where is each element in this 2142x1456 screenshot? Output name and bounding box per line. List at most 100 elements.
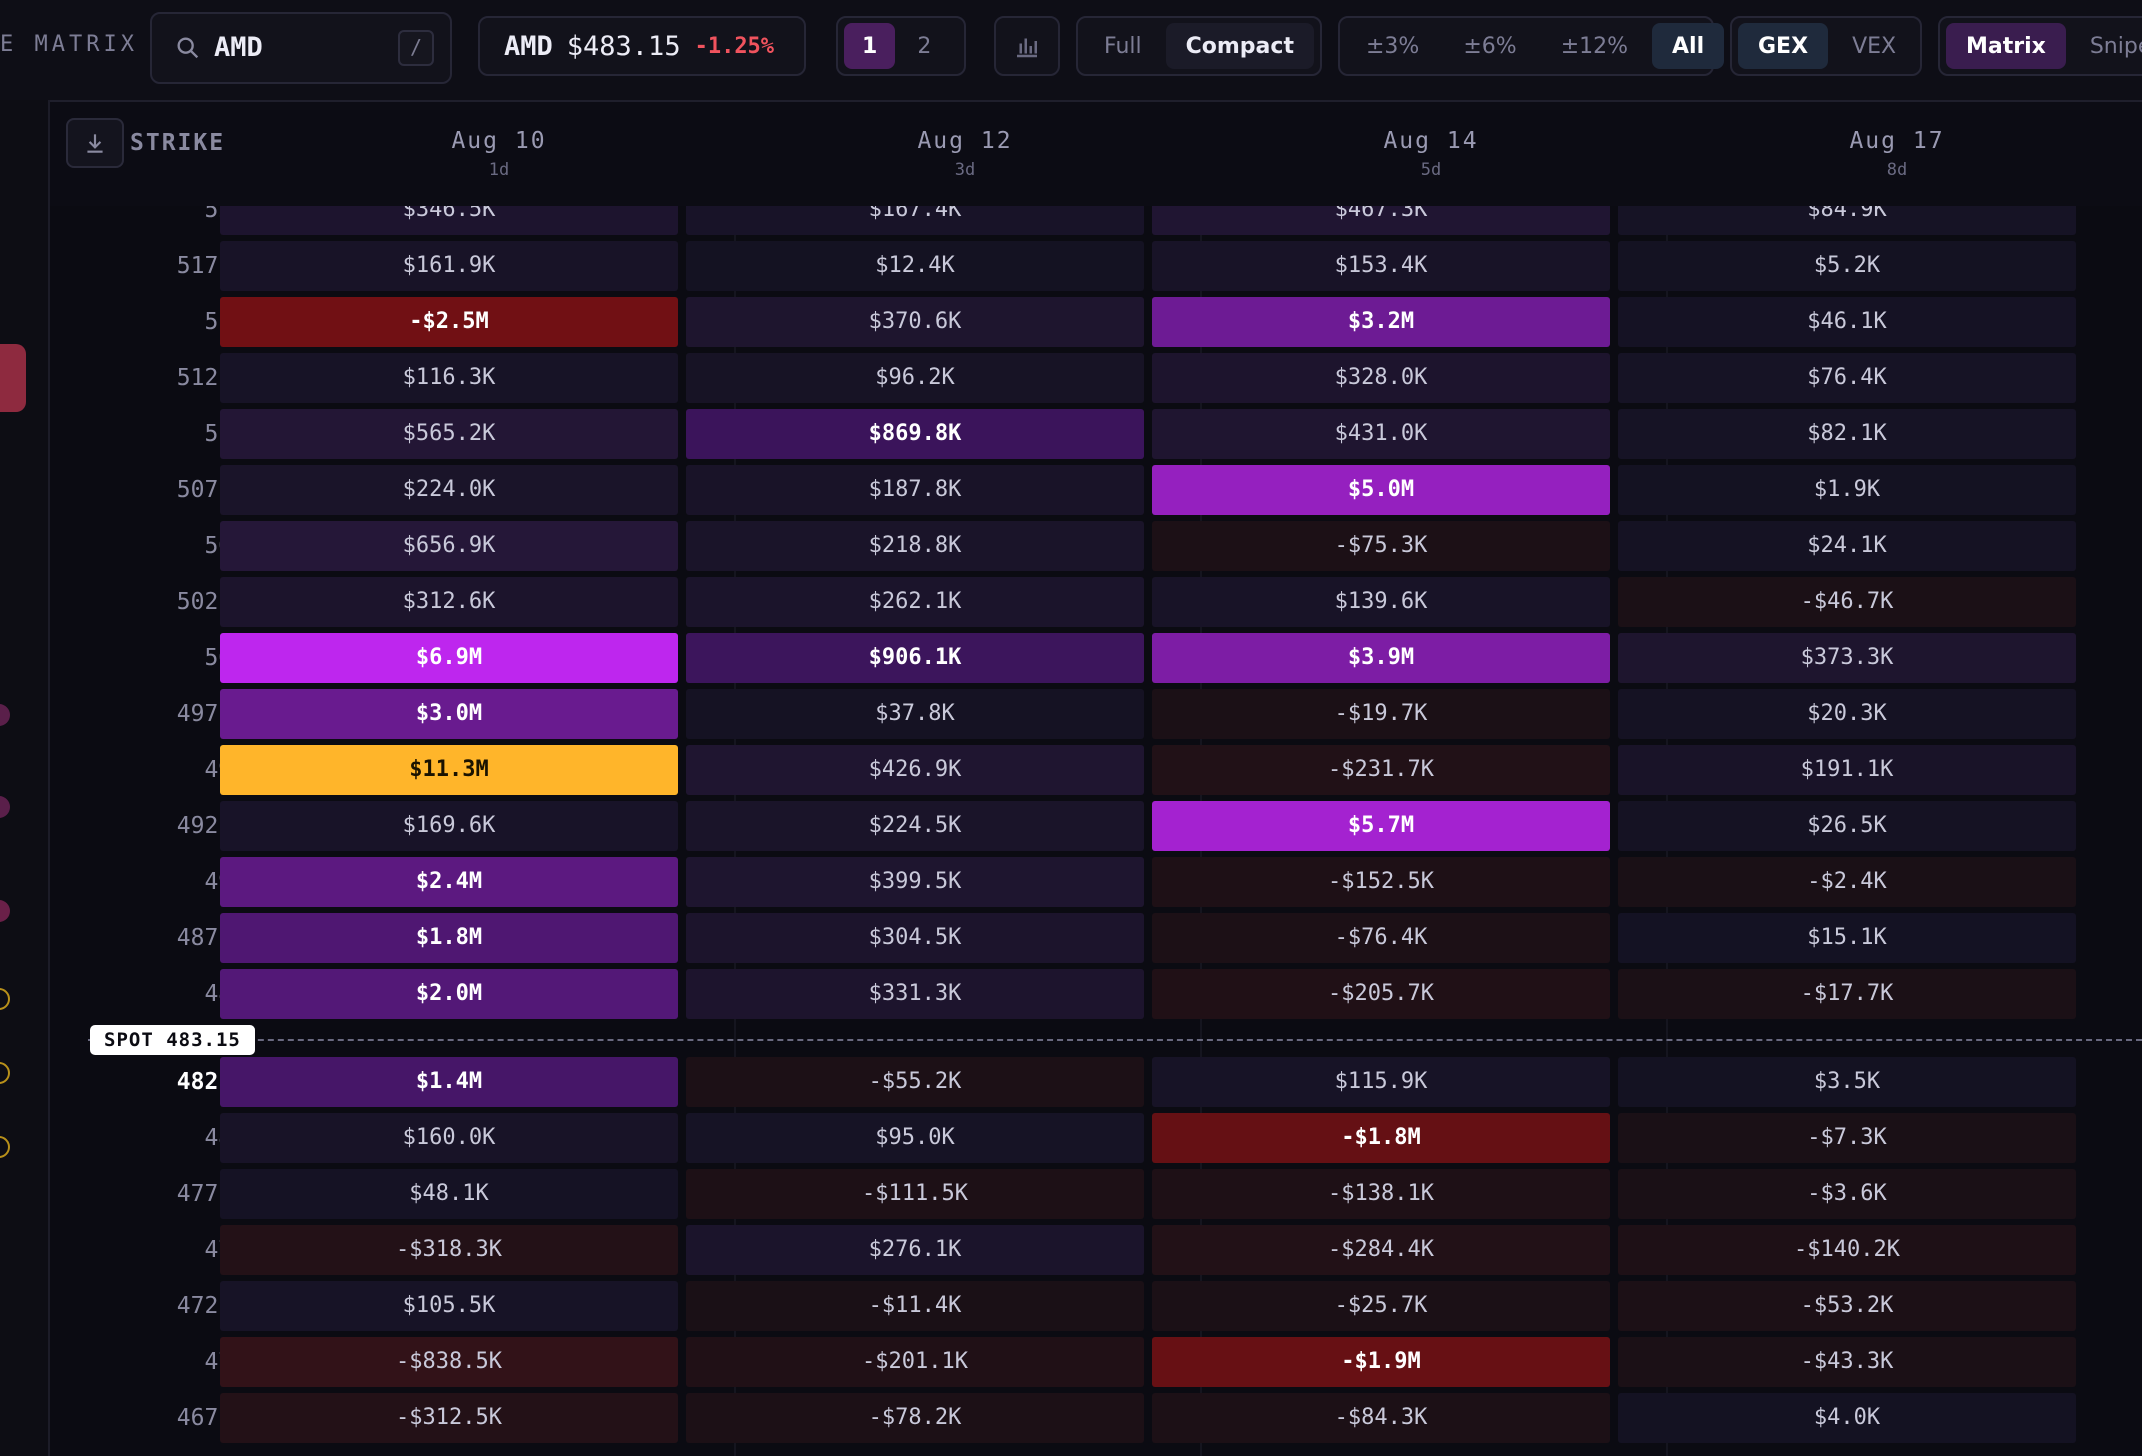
exposure-cell[interactable]: $328.0K xyxy=(1152,353,1610,403)
exposure-cell[interactable]: -$140.2K xyxy=(1618,1225,2076,1275)
exposure-cell[interactable]: $187.8K xyxy=(686,465,1144,515)
exposure-cell[interactable]: $169.6K xyxy=(220,801,678,851)
exposure-cell[interactable]: -$3.6K xyxy=(1618,1169,2076,1219)
exposure-cell[interactable]: $11.3M xyxy=(220,745,678,795)
exposure-cell[interactable]: $5.0M xyxy=(1152,465,1610,515)
vex-button[interactable]: VEX xyxy=(1852,33,1897,59)
exposure-cell[interactable]: $431.0K xyxy=(1152,409,1610,459)
exposure-cell[interactable]: $20.3K xyxy=(1618,689,2076,739)
exposure-cell[interactable]: $191.1K xyxy=(1618,745,2076,795)
rail-active-tab[interactable] xyxy=(0,344,26,412)
exposure-cell[interactable]: $312.6K xyxy=(220,577,678,627)
full-density-button[interactable]: Full xyxy=(1104,33,1142,59)
exposure-cell[interactable]: $24.1K xyxy=(1618,521,2076,571)
exposure-cell[interactable]: $1.9K xyxy=(1618,465,2076,515)
exposure-cell[interactable]: $224.5K xyxy=(686,801,1144,851)
exposure-cell[interactable]: $262.1K xyxy=(686,577,1144,627)
expiry-header[interactable]: Aug 14 5d xyxy=(1200,128,1662,180)
expiry-header[interactable]: Aug 17 8d xyxy=(1666,128,2128,180)
exposure-cell[interactable]: -$55.2K xyxy=(686,1057,1144,1107)
exposure-cell[interactable]: -$838.5K xyxy=(220,1337,678,1387)
exposure-cell[interactable]: $3.5K xyxy=(1618,1057,2076,1107)
compact-density-button[interactable]: Compact xyxy=(1165,23,1314,69)
exposure-cell[interactable]: -$76.4K xyxy=(1152,913,1610,963)
exposure-cell[interactable]: $4.0K xyxy=(1618,1393,2076,1443)
chart-toggle-button[interactable] xyxy=(994,16,1060,76)
exposure-cell[interactable]: -$201.1K xyxy=(686,1337,1144,1387)
exposure-cell[interactable]: $373.3K xyxy=(1618,633,2076,683)
exposure-cell[interactable]: $331.3K xyxy=(686,969,1144,1019)
exposure-cell[interactable]: $3.0M xyxy=(220,689,678,739)
gex-button[interactable]: GEX xyxy=(1738,23,1829,69)
exposure-cell[interactable]: -$111.5K xyxy=(686,1169,1144,1219)
exposure-cell[interactable]: -$205.7K xyxy=(1152,969,1610,1019)
exposure-cell[interactable]: -$312.5K xyxy=(220,1393,678,1443)
exposure-cell[interactable]: $1.4M xyxy=(220,1057,678,1107)
exposure-cell[interactable]: $3.9M xyxy=(1152,633,1610,683)
range-all-button[interactable]: All xyxy=(1652,23,1725,69)
exposure-cell[interactable]: $1.8M xyxy=(220,913,678,963)
exposure-cell[interactable]: $6.9M xyxy=(220,633,678,683)
expiry-header[interactable]: Aug 10 1d xyxy=(268,128,730,180)
download-button[interactable] xyxy=(66,118,124,168)
exposure-cell[interactable]: $656.9K xyxy=(220,521,678,571)
exposure-cell[interactable]: -$318.3K xyxy=(220,1225,678,1275)
exposure-cell[interactable]: $3.2M xyxy=(1152,297,1610,347)
exposure-cell[interactable]: -$152.5K xyxy=(1152,857,1610,907)
exposure-cell[interactable]: $224.0K xyxy=(220,465,678,515)
exposure-cell[interactable]: -$7.3K xyxy=(1618,1113,2076,1163)
range-3-button[interactable]: ±3% xyxy=(1366,33,1420,59)
exposure-cell[interactable]: -$46.7K xyxy=(1618,577,2076,627)
exposure-cell[interactable]: -$75.3K xyxy=(1152,521,1610,571)
exposure-cell[interactable]: $218.8K xyxy=(686,521,1144,571)
exposure-cell[interactable]: $12.4K xyxy=(686,241,1144,291)
exposure-cell[interactable]: -$138.1K xyxy=(1152,1169,1610,1219)
exposure-cell[interactable]: $48.1K xyxy=(220,1169,678,1219)
exposure-cell[interactable]: $426.9K xyxy=(686,745,1144,795)
exposure-cell[interactable]: $160.0K xyxy=(220,1113,678,1163)
exposure-cell[interactable]: -$1.9M xyxy=(1152,1337,1610,1387)
exposure-cell[interactable]: -$43.3K xyxy=(1618,1337,2076,1387)
exposure-cell[interactable]: $105.5K xyxy=(220,1281,678,1331)
exposure-cell[interactable]: $370.6K xyxy=(686,297,1144,347)
slot-1-button[interactable]: 1 xyxy=(844,23,896,69)
slot-2-button[interactable]: 2 xyxy=(917,33,932,59)
exposure-cell[interactable]: $37.8K xyxy=(686,689,1144,739)
snipe-view-button[interactable]: Snipe xyxy=(2089,33,2142,59)
exposure-cell[interactable]: -$78.2K xyxy=(686,1393,1144,1443)
exposure-cell[interactable]: -$2.4K xyxy=(1618,857,2076,907)
exposure-cell[interactable]: $5.2K xyxy=(1618,241,2076,291)
exposure-cell[interactable]: $869.8K xyxy=(686,409,1144,459)
exposure-cell[interactable]: -$11.4K xyxy=(686,1281,1144,1331)
exposure-cell[interactable]: $399.5K xyxy=(686,857,1144,907)
exposure-cell[interactable]: -$19.7K xyxy=(1152,689,1610,739)
exposure-cell[interactable]: $304.5K xyxy=(686,913,1144,963)
exposure-cell[interactable]: -$2.5M xyxy=(220,297,678,347)
exposure-cell[interactable]: $26.5K xyxy=(1618,801,2076,851)
exposure-cell[interactable]: $115.9K xyxy=(1152,1057,1610,1107)
exposure-cell[interactable]: $565.2K xyxy=(220,409,678,459)
exposure-cell[interactable]: $2.0M xyxy=(220,969,678,1019)
exposure-cell[interactable]: $161.9K xyxy=(220,241,678,291)
exposure-cell[interactable]: $5.7M xyxy=(1152,801,1610,851)
exposure-cell[interactable]: $153.4K xyxy=(1152,241,1610,291)
exposure-cell[interactable]: $76.4K xyxy=(1618,353,2076,403)
exposure-cell[interactable]: -$53.2K xyxy=(1618,1281,2076,1331)
exposure-cell[interactable]: -$17.7K xyxy=(1618,969,2076,1019)
exposure-cell[interactable]: $116.3K xyxy=(220,353,678,403)
range-12-button[interactable]: ±12% xyxy=(1560,33,1629,59)
exposure-cell[interactable]: $46.1K xyxy=(1618,297,2076,347)
exposure-cell[interactable]: $2.4M xyxy=(220,857,678,907)
exposure-cell[interactable]: -$25.7K xyxy=(1152,1281,1610,1331)
exposure-cell[interactable]: $82.1K xyxy=(1618,409,2076,459)
exposure-cell[interactable]: -$284.4K xyxy=(1152,1225,1610,1275)
matrix-view-button[interactable]: Matrix xyxy=(1946,23,2066,69)
expiry-header[interactable]: Aug 12 3d xyxy=(734,128,1196,180)
exposure-cell[interactable]: $276.1K xyxy=(686,1225,1144,1275)
exposure-cell[interactable]: $95.0K xyxy=(686,1113,1144,1163)
exposure-cell[interactable]: $139.6K xyxy=(1152,577,1610,627)
exposure-cell[interactable]: -$84.3K xyxy=(1152,1393,1610,1443)
exposure-cell[interactable]: $906.1K xyxy=(686,633,1144,683)
exposure-cell[interactable]: -$1.8M xyxy=(1152,1113,1610,1163)
ticker-search-input[interactable]: AMD / xyxy=(150,12,452,84)
